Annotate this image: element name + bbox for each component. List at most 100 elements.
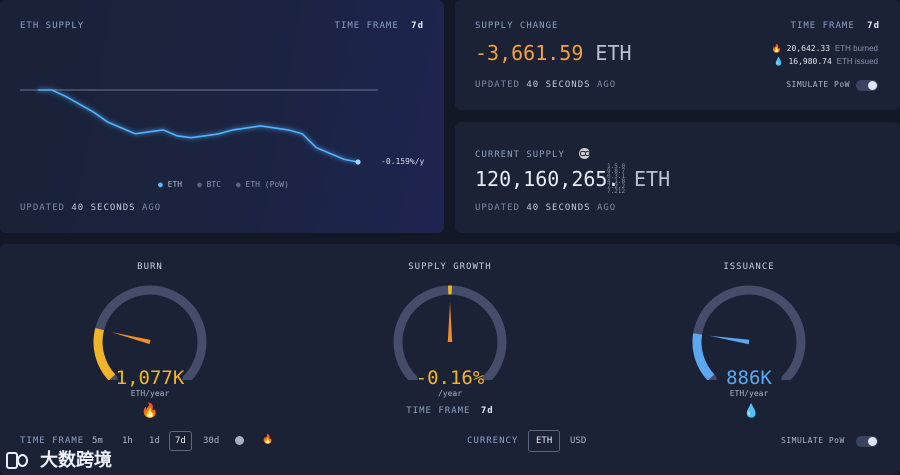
decimal-roll: 0.3.1 bbox=[607, 173, 626, 180]
supply-change-value: -3,661.59 ETH bbox=[475, 41, 632, 65]
burned-amount: 20,642.33 bbox=[786, 44, 831, 53]
eth-supply-title: ETH SUPPLY bbox=[20, 21, 85, 31]
supply-change-panel: SUPPLY CHANGE TIME FRAME 7d -3,661.59 ET… bbox=[455, 0, 900, 110]
burn-gauge-value: 1,077K bbox=[115, 367, 185, 389]
supply-chart bbox=[20, 89, 378, 165]
updated-prefix: UPDATED bbox=[20, 203, 65, 213]
time-frame-value: 7d bbox=[867, 21, 880, 31]
issued-amount: 16,980.74 bbox=[788, 57, 832, 66]
merge-icon[interactable] bbox=[235, 436, 244, 448]
gauge-fill bbox=[692, 333, 715, 380]
footer-time-frame-label: TIME FRAME bbox=[20, 436, 85, 446]
watermark: 大数跨境 bbox=[4, 446, 112, 472]
series-line-eth bbox=[38, 89, 359, 163]
supply-growth-value: -0.16% bbox=[415, 367, 485, 389]
gauge-needle bbox=[709, 335, 750, 345]
updated-value: 40 SECONDS bbox=[526, 80, 591, 90]
current-supply-unit: ETH bbox=[634, 167, 671, 191]
current-supply-value: 120,160,265. bbox=[475, 167, 620, 191]
droplet-icon: 💧 bbox=[773, 57, 784, 66]
decimal-roll: 1.5.0 bbox=[607, 163, 626, 170]
updated-value: 40 SECONDS bbox=[71, 203, 136, 213]
updated-prefix: UPDATED bbox=[475, 203, 520, 213]
updated-suffix: AGO bbox=[596, 80, 617, 90]
issuance-gauge-unit: ETH/year bbox=[729, 389, 769, 398]
eip1559-fire-icon[interactable]: 🔥 bbox=[262, 435, 274, 445]
legend-eth-pow[interactable]: ● ETH (PoW) bbox=[235, 180, 289, 189]
simulate-pow-label: SIMULATE PoW bbox=[786, 80, 850, 89]
updated-value: 40 SECONDS bbox=[526, 203, 591, 213]
decimal-roll: 9.8.7 bbox=[607, 168, 626, 175]
burn-gauge bbox=[93, 285, 207, 380]
issuance-gauge bbox=[692, 285, 806, 380]
time-frame-label: TIME FRAME bbox=[790, 21, 855, 31]
gauge-track bbox=[692, 285, 806, 380]
burn-gauge-title: BURN bbox=[137, 262, 163, 272]
burned-row: 🔥 20,642.33 ETH burned bbox=[772, 44, 878, 53]
supply-updated: UPDATED 40 SECONDS AGO bbox=[20, 203, 161, 213]
currency-label: CURRENCY bbox=[467, 436, 519, 446]
time-frame-label: TIME FRAME bbox=[406, 406, 471, 416]
issuance-gauge-value: 886K bbox=[726, 367, 772, 389]
current-supply-header: CURRENT SUPPLY bbox=[475, 142, 590, 161]
time-frame-value: 7d bbox=[480, 406, 494, 416]
updated-suffix: AGO bbox=[141, 203, 162, 213]
watermark-logo-icon bbox=[4, 450, 34, 469]
eth-supply-panel: ETH SUPPLY TIME FRAME 7d -0.159%/y ● ETH… bbox=[0, 0, 444, 233]
supply-change-title: SUPPLY CHANGE bbox=[475, 21, 559, 31]
nerd-face-icon bbox=[578, 148, 590, 159]
watermark-text: 大数跨境 bbox=[40, 450, 112, 471]
fire-icon: 🔥 bbox=[141, 403, 159, 419]
legend-eth-label: ETH bbox=[167, 180, 183, 189]
currency-usd-button[interactable]: USD bbox=[570, 436, 587, 446]
supply-growth-unit: /year bbox=[437, 389, 463, 398]
supply-growth-gauge bbox=[393, 285, 507, 380]
droplet-icon: 💧 bbox=[743, 404, 760, 419]
supply-change-time-frame[interactable]: TIME FRAME 7d bbox=[791, 21, 880, 31]
current-supply-panel: CURRENT SUPPLY 120,160,265. 1.5.0 9.8.7 … bbox=[455, 122, 900, 233]
simulate-pow-label: SIMULATE PoW bbox=[781, 436, 845, 445]
legend-btc-label: BTC bbox=[206, 180, 222, 189]
supply-time-frame[interactable]: TIME FRAME 7d bbox=[335, 21, 424, 31]
decimal-roll: 7.212 bbox=[607, 188, 626, 195]
current-supply-decimals: 1.5.0 9.8.7 0.3.1 4.1.8 7.2.2 7.212 bbox=[607, 163, 626, 195]
chart-legend: ● ETH ● BTC ● ETH (PoW) bbox=[158, 180, 289, 189]
time-frame-1h[interactable]: 1h bbox=[122, 436, 133, 446]
supply-change-updated: UPDATED 40 SECONDS AGO bbox=[475, 80, 616, 90]
current-supply-title: CURRENT SUPPLY bbox=[475, 150, 565, 160]
time-frame-value: 7d bbox=[411, 21, 424, 31]
supply-change-unit: ETH bbox=[595, 41, 632, 65]
time-frame-5m[interactable]: 5m bbox=[92, 436, 103, 446]
growth-time-frame: TIME FRAME 7d bbox=[380, 406, 520, 416]
fire-icon: 🔥 bbox=[771, 44, 782, 53]
updated-suffix: AGO bbox=[596, 203, 617, 213]
simulate-pow-toggle[interactable] bbox=[856, 436, 878, 447]
supply-change-number: -3,661.59 bbox=[475, 41, 584, 65]
time-frame-1d[interactable]: 1d bbox=[149, 436, 160, 446]
series-end-point bbox=[355, 159, 361, 165]
currency-eth-button[interactable]: ETH bbox=[528, 430, 561, 452]
burned-label: ETH burned bbox=[834, 44, 878, 53]
supply-growth-title: SUPPLY GROWTH bbox=[408, 262, 492, 272]
legend-eth[interactable]: ● ETH bbox=[158, 180, 183, 189]
issued-row: 💧 16,980.74 ETH issued bbox=[774, 57, 878, 66]
legend-eth-pow-label: ETH (PoW) bbox=[245, 180, 289, 189]
burn-gauge-unit: ETH/year bbox=[130, 389, 170, 398]
decimal-roll: 4.1.8 bbox=[607, 178, 626, 185]
gauges-panel: BURN 1,077K ETH/year 🔥 SUPPLY GROWTH -0.… bbox=[0, 244, 900, 475]
gauge-needle bbox=[447, 302, 453, 342]
legend-btc[interactable]: ● BTC bbox=[196, 180, 222, 189]
gauge-fill bbox=[93, 327, 116, 380]
decimal-roll: 7.2.2 bbox=[607, 183, 626, 190]
time-frame-label: TIME FRAME bbox=[334, 21, 399, 31]
simulate-pow-toggle[interactable] bbox=[856, 80, 878, 91]
issuance-gauge-title: ISSUANCE bbox=[723, 262, 775, 272]
updated-prefix: UPDATED bbox=[475, 80, 520, 90]
issued-label: ETH issued bbox=[836, 57, 878, 66]
gauge-track bbox=[93, 285, 207, 380]
time-frame-30d[interactable]: 30d bbox=[203, 436, 220, 446]
chart-end-label: -0.159%/y bbox=[381, 157, 425, 166]
time-frame-7d[interactable]: 7d bbox=[169, 431, 192, 451]
current-supply-updated: UPDATED 40 SECONDS AGO bbox=[475, 203, 616, 213]
gauge-needle bbox=[111, 332, 151, 345]
